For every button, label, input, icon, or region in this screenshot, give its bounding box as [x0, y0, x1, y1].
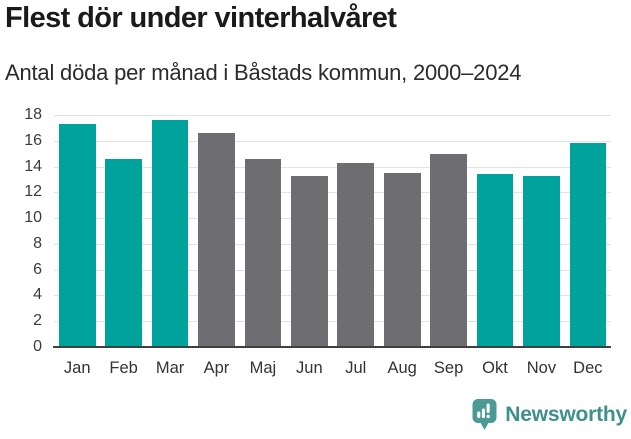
bar-okt — [476, 174, 514, 347]
x-axis-tick-labels: Jan Feb Mar Apr Maj Jun Jul Aug Sep Okt Nov Dec — [54, 356, 611, 380]
x-tick-apr: Apr — [203, 359, 230, 377]
gridline-6 — [54, 269, 611, 271]
bar-apr — [198, 133, 235, 347]
gridline-18 — [54, 115, 611, 116]
bar-slot-apr — [193, 115, 239, 347]
bar-feb — [105, 158, 142, 347]
y-tick-2: 2 — [33, 312, 42, 330]
y-tick-0: 0 — [33, 338, 42, 355]
x-tick-jul: Jul — [345, 359, 367, 377]
bar-jan — [58, 124, 96, 347]
y-axis-tick-labels: 0 2 4 6 8 10 12 14 16 18 — [0, 106, 42, 355]
x-tick-maj: Maj — [249, 359, 277, 377]
gridline-12 — [54, 192, 611, 194]
bar-slot-nov — [518, 115, 564, 347]
bar-slot-dec — [565, 115, 611, 347]
bar-series — [54, 115, 611, 347]
brand-name: Newsworthy — [505, 403, 627, 426]
plot-area — [53, 115, 611, 348]
x-tick-sep: Sep — [433, 359, 464, 377]
x-tick-aug: Aug — [387, 359, 417, 377]
gridline-10 — [54, 218, 611, 220]
bar-dec — [569, 143, 607, 347]
x-tick-mar: Mar — [155, 359, 185, 377]
bar-maj — [244, 158, 282, 347]
bar-slot-jul — [333, 115, 379, 347]
y-tick-16: 16 — [24, 131, 42, 149]
bar-slot-feb — [100, 115, 146, 347]
bar-slot-mar — [147, 115, 193, 347]
y-tick-14: 14 — [24, 157, 42, 175]
brand-footer[interactable]: Newsworthy — [472, 398, 627, 432]
bar-slot-aug — [379, 115, 425, 347]
bar-aug — [383, 173, 421, 347]
gridline-14 — [54, 166, 611, 168]
x-tick-dec: Dec — [573, 359, 603, 377]
bar-mar — [151, 120, 189, 347]
y-tick-6: 6 — [33, 260, 42, 278]
y-tick-18: 18 — [24, 106, 42, 123]
y-tick-4: 4 — [33, 286, 42, 304]
x-tick-okt: Okt — [482, 359, 508, 377]
bar-slot-sep — [425, 115, 471, 347]
y-tick-8: 8 — [33, 234, 42, 252]
bar-slot-jan — [54, 115, 100, 347]
gridline-16 — [54, 140, 611, 142]
y-tick-10: 10 — [24, 209, 42, 227]
x-tick-jan: Jan — [63, 359, 91, 377]
bar-slot-jun — [286, 115, 332, 347]
chart-title: Flest dör under vinterhalvåret — [5, 2, 397, 34]
x-tick-nov: Nov — [526, 359, 557, 377]
bar-slot-maj — [240, 115, 286, 347]
y-tick-12: 12 — [24, 183, 42, 201]
x-tick-feb: Feb — [109, 359, 138, 377]
chart-subtitle: Antal döda per månad i Båstads kommun, 2… — [5, 60, 522, 85]
bar-jul — [337, 162, 375, 347]
bar-jun — [290, 175, 328, 347]
bar-sep — [430, 153, 467, 347]
bar-nov — [523, 175, 560, 347]
gridline-8 — [54, 243, 611, 245]
gridline-2 — [54, 321, 611, 323]
gridline-4 — [54, 295, 611, 297]
newsworthy-logo-icon — [472, 399, 497, 430]
x-axis-line — [53, 345, 611, 348]
x-tick-jun: Jun — [296, 359, 323, 377]
bar-slot-okt — [472, 115, 518, 347]
